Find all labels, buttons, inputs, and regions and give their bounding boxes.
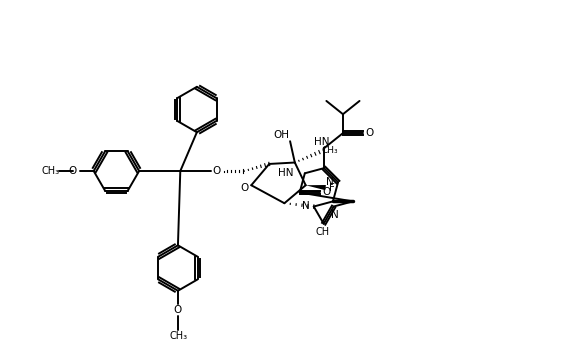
Text: O: O <box>174 305 182 315</box>
Text: O: O <box>366 128 374 138</box>
Text: O: O <box>69 166 77 176</box>
Text: CH₃: CH₃ <box>41 166 59 176</box>
Text: O: O <box>212 166 220 176</box>
Text: OH: OH <box>273 130 290 139</box>
Text: N: N <box>302 201 310 211</box>
Text: N: N <box>326 177 334 187</box>
Text: HN: HN <box>278 168 293 178</box>
Text: CH₃: CH₃ <box>169 331 188 341</box>
Text: CH: CH <box>315 227 329 237</box>
Text: O: O <box>240 183 248 193</box>
Text: N: N <box>331 210 339 220</box>
Text: HN: HN <box>314 137 329 147</box>
Text: O: O <box>322 188 331 197</box>
Text: CH₃: CH₃ <box>321 146 338 155</box>
Polygon shape <box>305 185 326 190</box>
Text: F: F <box>329 183 335 193</box>
